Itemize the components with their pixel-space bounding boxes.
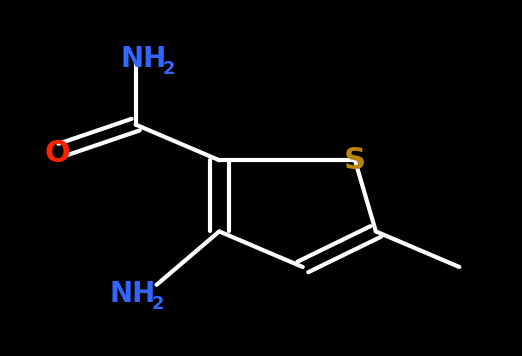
Text: S: S [344,146,366,175]
Text: 2: 2 [152,295,164,313]
Text: NH: NH [121,45,167,73]
Text: O: O [44,138,70,168]
Text: 2: 2 [162,61,175,78]
Text: NH: NH [110,280,156,308]
